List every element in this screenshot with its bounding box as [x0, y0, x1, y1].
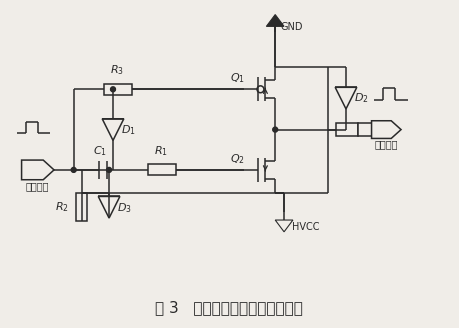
Polygon shape — [266, 14, 284, 26]
Bar — [336, 123, 358, 136]
Circle shape — [273, 127, 278, 132]
Text: 图 3   矩阵扫描推挽功率放大电路: 图 3 矩阵扫描推挽功率放大电路 — [155, 300, 303, 315]
Text: 输出脉冲: 输出脉冲 — [375, 139, 398, 149]
Polygon shape — [102, 119, 124, 140]
Bar — [358, 123, 371, 136]
Polygon shape — [335, 87, 357, 109]
Text: $D_2$: $D_2$ — [354, 91, 369, 105]
Text: HVCC: HVCC — [292, 222, 319, 232]
Text: GND: GND — [280, 22, 302, 32]
Bar — [104, 84, 132, 95]
Polygon shape — [98, 196, 120, 218]
Text: $C_1$: $C_1$ — [93, 144, 107, 158]
Text: $D_1$: $D_1$ — [121, 124, 136, 137]
Text: $Q_2$: $Q_2$ — [230, 152, 245, 166]
Polygon shape — [22, 160, 54, 180]
Circle shape — [71, 167, 76, 172]
Polygon shape — [371, 121, 401, 138]
Text: $D_3$: $D_3$ — [117, 201, 132, 215]
Bar — [148, 164, 176, 175]
Text: 输入脉冲: 输入脉冲 — [26, 182, 49, 192]
Text: $R_3$: $R_3$ — [110, 64, 124, 77]
Text: $R_1$: $R_1$ — [154, 144, 168, 158]
Circle shape — [111, 87, 116, 92]
Text: $Q_1$: $Q_1$ — [230, 72, 245, 85]
Text: $R_2$: $R_2$ — [55, 200, 69, 214]
Circle shape — [106, 167, 112, 172]
Bar — [76, 194, 87, 221]
